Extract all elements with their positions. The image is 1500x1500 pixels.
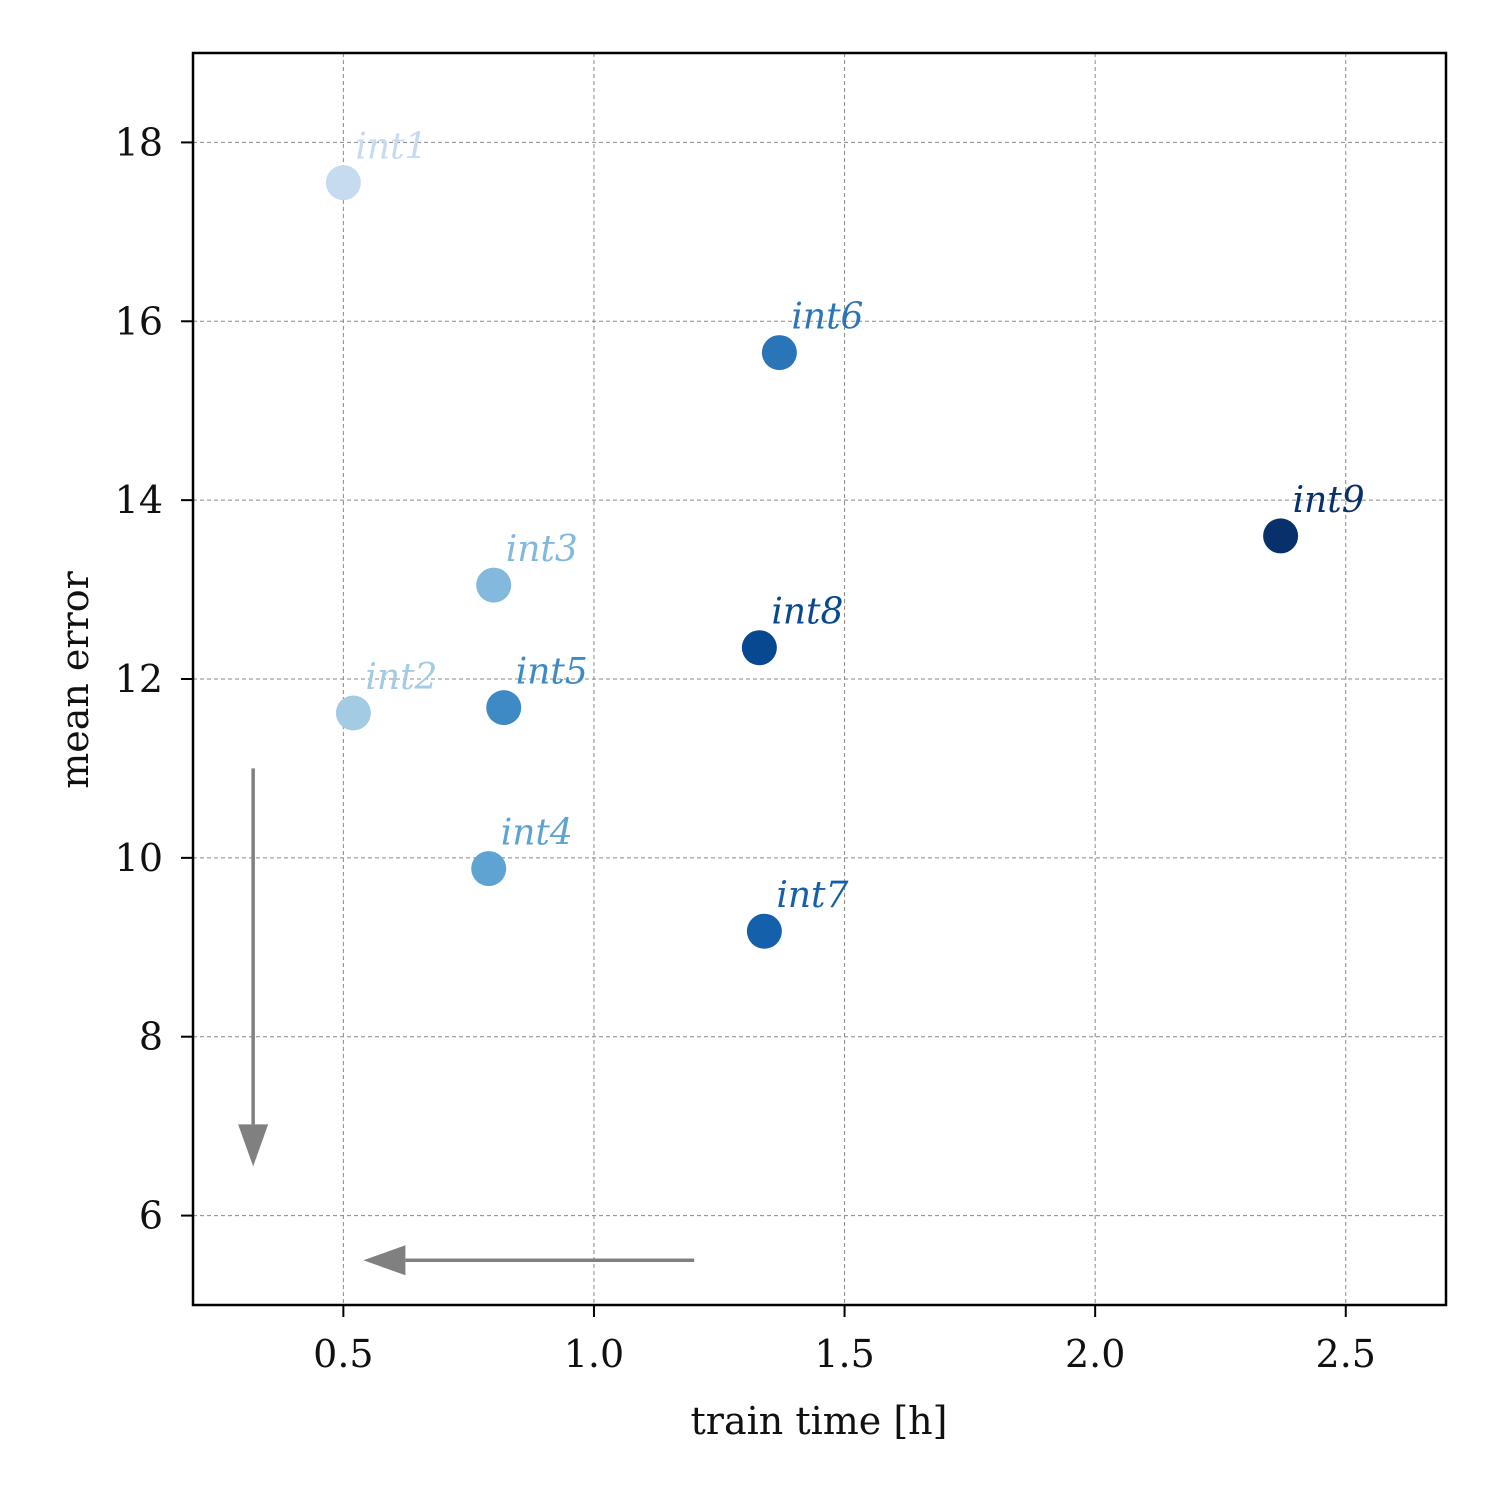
point-label-int1: int1	[355, 127, 427, 168]
x-tick-label: 0.5	[313, 1332, 373, 1376]
arrows	[238, 768, 695, 1276]
x-tick-label: 1.0	[564, 1332, 624, 1376]
point-label-int8: int8	[771, 592, 843, 633]
y-tick-label: 10	[115, 836, 163, 880]
data-point-int7	[746, 913, 782, 949]
data-point-int6	[761, 335, 797, 371]
y-tick-label: 18	[115, 120, 163, 164]
x-tick-label: 2.0	[1065, 1332, 1125, 1376]
data-point-int1	[325, 165, 361, 201]
y-tick-label: 8	[139, 1015, 163, 1059]
x-axis-label: train time [h]	[691, 1399, 948, 1443]
point-label-int9: int9	[1293, 480, 1365, 521]
arrow-left-head	[363, 1245, 406, 1276]
y-tick-label: 6	[139, 1194, 163, 1238]
data-point-int5	[486, 690, 522, 726]
data-point-int8	[741, 630, 777, 666]
plot-frame	[191, 51, 1448, 1307]
y-tick-label: 14	[115, 478, 163, 522]
point-label-int6: int6	[791, 297, 863, 338]
data-point-int2	[335, 695, 371, 731]
point-label-int7: int7	[776, 875, 848, 916]
data-point-int9	[1263, 518, 1299, 554]
y-tick-label: 12	[115, 657, 163, 701]
data-point-int4	[471, 851, 507, 887]
x-tick-label: 1.5	[814, 1332, 874, 1376]
y-axis-label: mean error	[53, 570, 97, 788]
y-tick-label: 16	[115, 299, 163, 343]
axis-ticks: 0.5 1.0 1.5 2.0 2.5 6 8 10 12 14 16 18	[115, 120, 1376, 1376]
x-tick-label: 2.5	[1316, 1332, 1376, 1376]
point-label-int3: int3	[506, 529, 578, 570]
point-label-int2: int2	[365, 657, 437, 698]
arrow-down-head	[238, 1124, 269, 1167]
data-point-int3	[476, 567, 512, 603]
grid	[193, 53, 1446, 1305]
data-points: int1 int2 int3 int4 int5 int6 int7 int8 int9	[325, 127, 1365, 949]
point-label-int4: int4	[501, 813, 573, 854]
point-label-int5: int5	[516, 652, 588, 693]
